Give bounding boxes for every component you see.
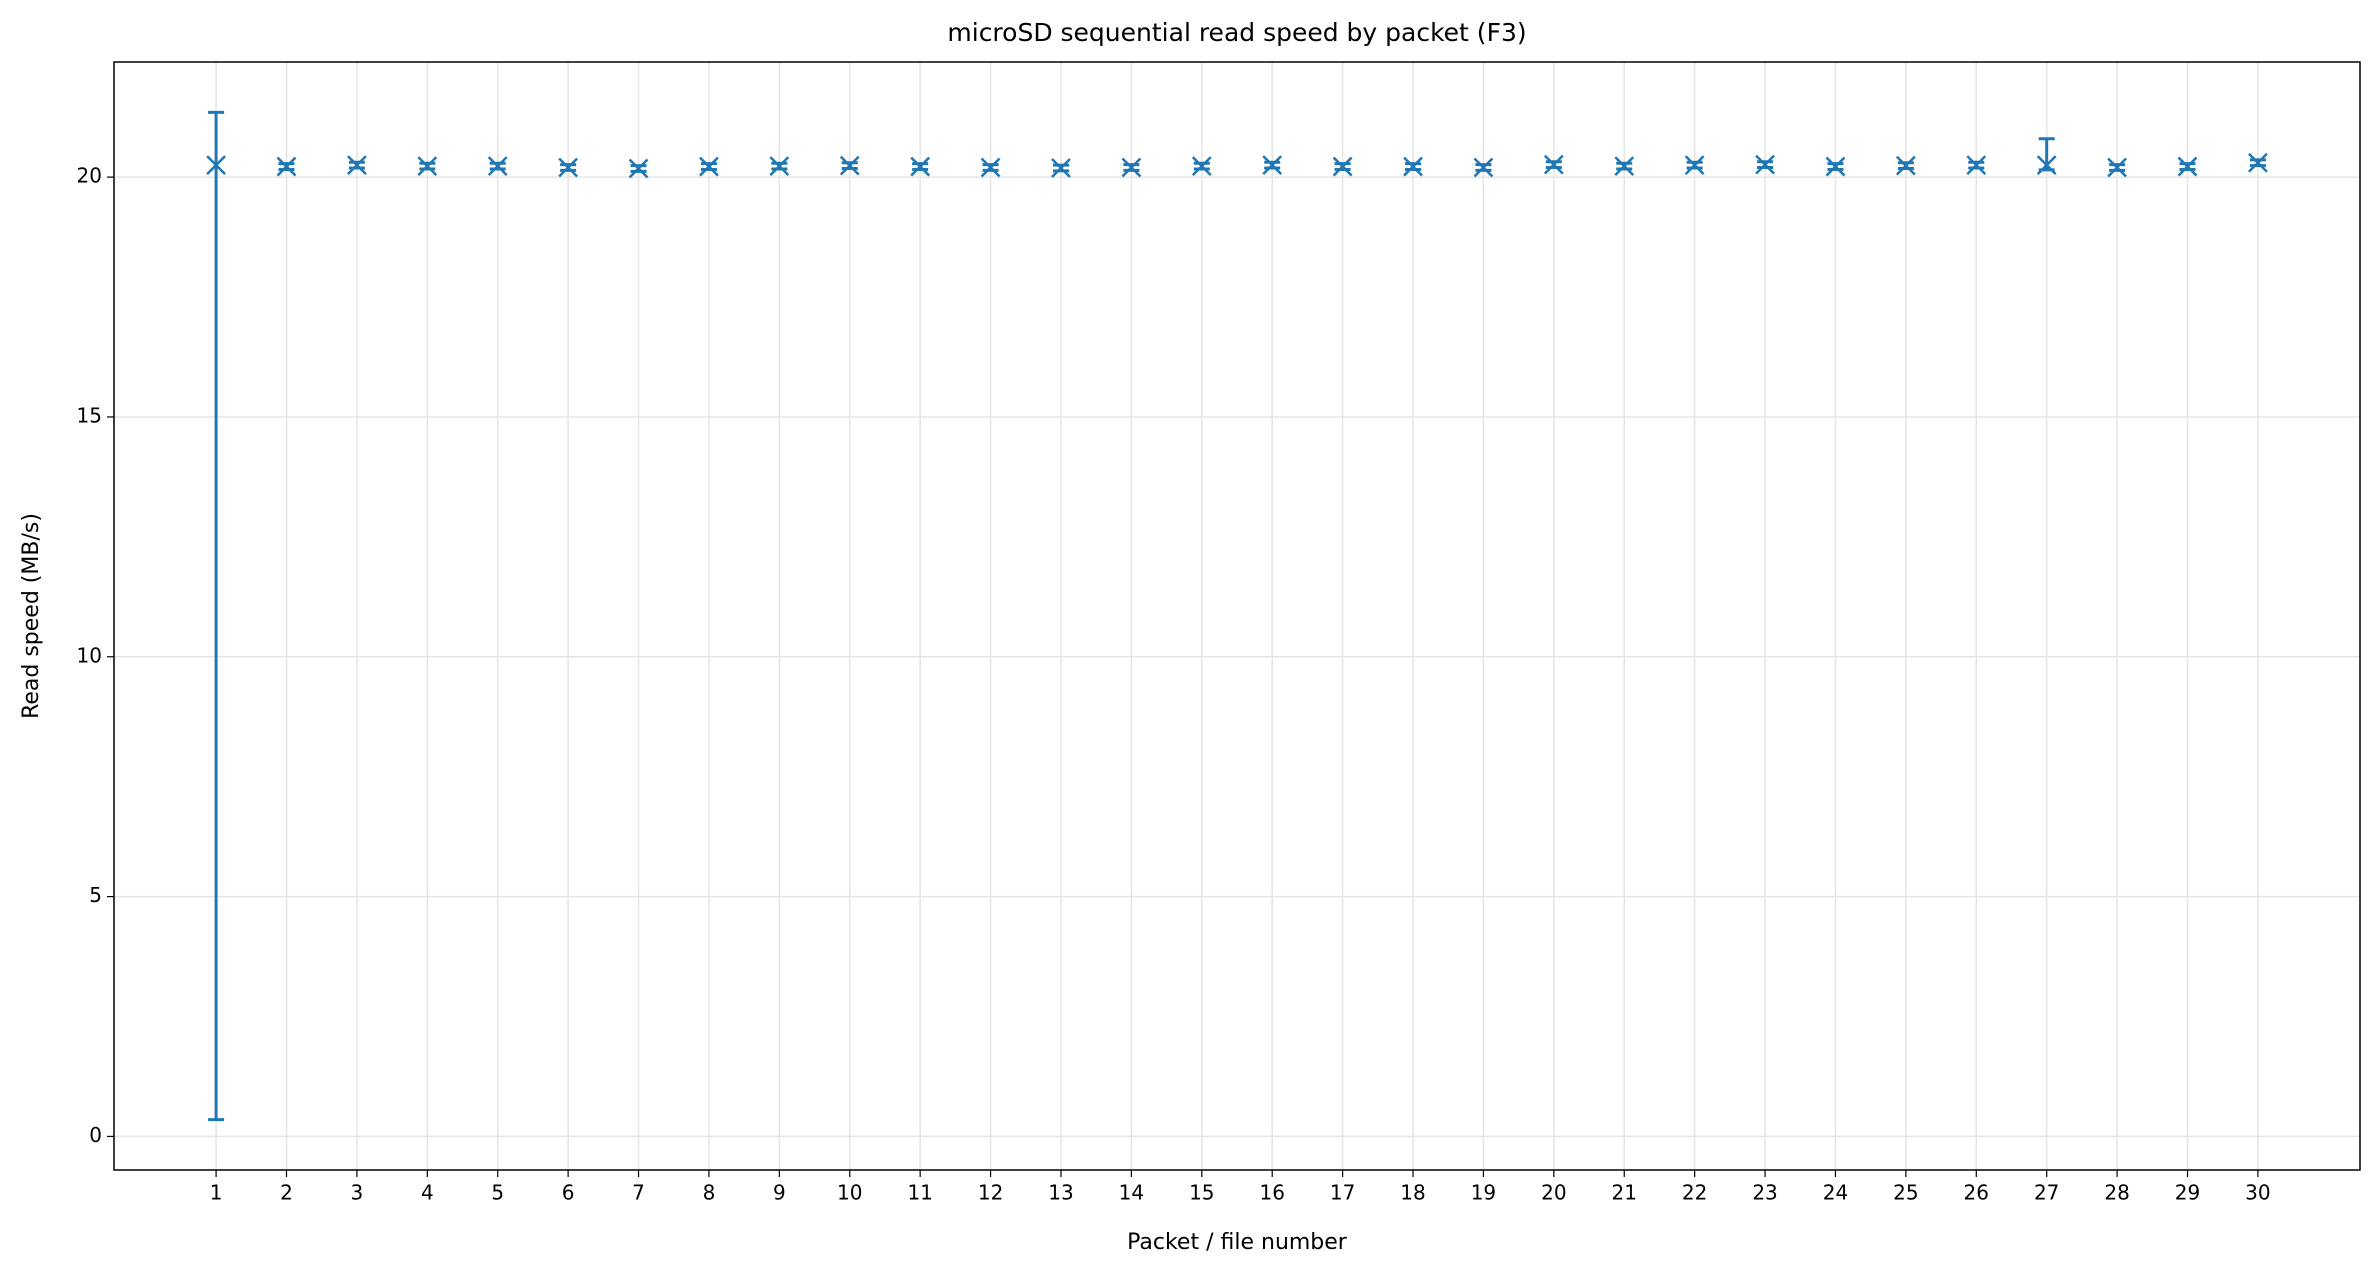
x-tick-label: 19 <box>1471 1181 1496 1205</box>
x-tick-label: 18 <box>1400 1181 1425 1205</box>
x-tick-label: 9 <box>773 1181 786 1205</box>
point-marker <box>1403 156 1423 177</box>
point-marker <box>2107 157 2127 178</box>
x-tick-label: 24 <box>1823 1181 1848 1205</box>
point-marker <box>980 157 1001 178</box>
point-marker <box>1051 158 1071 178</box>
point-marker <box>2036 155 2057 176</box>
x-tick-label: 16 <box>1259 1181 1284 1205</box>
error-bar <box>208 110 225 1122</box>
point-marker <box>1825 156 1846 177</box>
point-marker <box>206 155 226 176</box>
y-tick-label: 15 <box>77 403 102 427</box>
point-marker <box>1332 156 1353 177</box>
point-marker <box>1543 154 1564 175</box>
point-marker <box>699 156 719 177</box>
x-tick-label: 8 <box>703 1181 716 1205</box>
point-marker <box>1755 154 1775 175</box>
x-tick-label: 17 <box>1330 1181 1355 1205</box>
point-marker <box>1473 157 1494 178</box>
point-marker <box>2177 156 2198 177</box>
x-tick-label: 14 <box>1119 1181 1144 1205</box>
point-marker <box>1262 155 1283 176</box>
x-tick-label: 3 <box>351 1181 364 1205</box>
chart-title: microSD sequential read speed by packet … <box>947 18 1526 47</box>
y-tick-label: 5 <box>89 883 102 907</box>
point-marker <box>1121 157 1142 178</box>
y-tick-label: 10 <box>77 643 102 667</box>
point-marker <box>769 156 790 176</box>
x-tick-label: 26 <box>1964 1181 1989 1205</box>
x-tick-label: 20 <box>1541 1181 1566 1205</box>
plot-frame <box>113 61 2361 1171</box>
point-marker <box>558 157 579 178</box>
x-tick-label: 23 <box>1752 1181 1777 1205</box>
x-tick-label: 4 <box>421 1181 434 1205</box>
point-marker <box>2248 152 2268 173</box>
x-tick-label: 7 <box>632 1181 645 1205</box>
x-tick-label: 29 <box>2175 1181 2200 1205</box>
x-tick-label: 5 <box>491 1181 504 1205</box>
x-tick-label: 25 <box>1893 1181 1918 1205</box>
x-tick-label: 1 <box>210 1181 223 1205</box>
point-marker <box>1895 155 1916 176</box>
x-tick-label: 22 <box>1682 1181 1707 1205</box>
x-tick-label: 13 <box>1048 1181 1073 1205</box>
point-marker <box>276 156 297 177</box>
x-tick-label: 30 <box>2245 1181 2270 1205</box>
x-tick-label: 11 <box>907 1181 932 1205</box>
y-tick-label: 20 <box>77 164 102 188</box>
point-marker <box>1966 155 1987 176</box>
point-marker <box>347 155 367 176</box>
point-marker <box>417 156 438 176</box>
point-marker <box>1614 156 1635 176</box>
point-marker <box>1684 155 1705 176</box>
x-tick-label: 10 <box>837 1181 862 1205</box>
x-tick-label: 6 <box>562 1181 575 1205</box>
x-tick-label: 21 <box>1612 1181 1637 1205</box>
point-marker <box>1191 156 1212 176</box>
point-marker <box>487 156 508 176</box>
x-tick-label: 2 <box>280 1181 293 1205</box>
x-tick-label: 12 <box>978 1181 1003 1205</box>
x-tick-label: 15 <box>1189 1181 1214 1205</box>
x-axis-label: Packet / file number <box>1127 1230 1348 1255</box>
point-marker <box>839 155 860 176</box>
x-tick-label: 27 <box>2034 1181 2059 1205</box>
y-axis-label: Read speed (MB/s) <box>19 513 44 719</box>
y-tick-label: 0 <box>89 1123 102 1147</box>
x-tick-label: 28 <box>2104 1181 2129 1205</box>
point-marker <box>910 156 931 177</box>
point-marker <box>628 158 649 179</box>
